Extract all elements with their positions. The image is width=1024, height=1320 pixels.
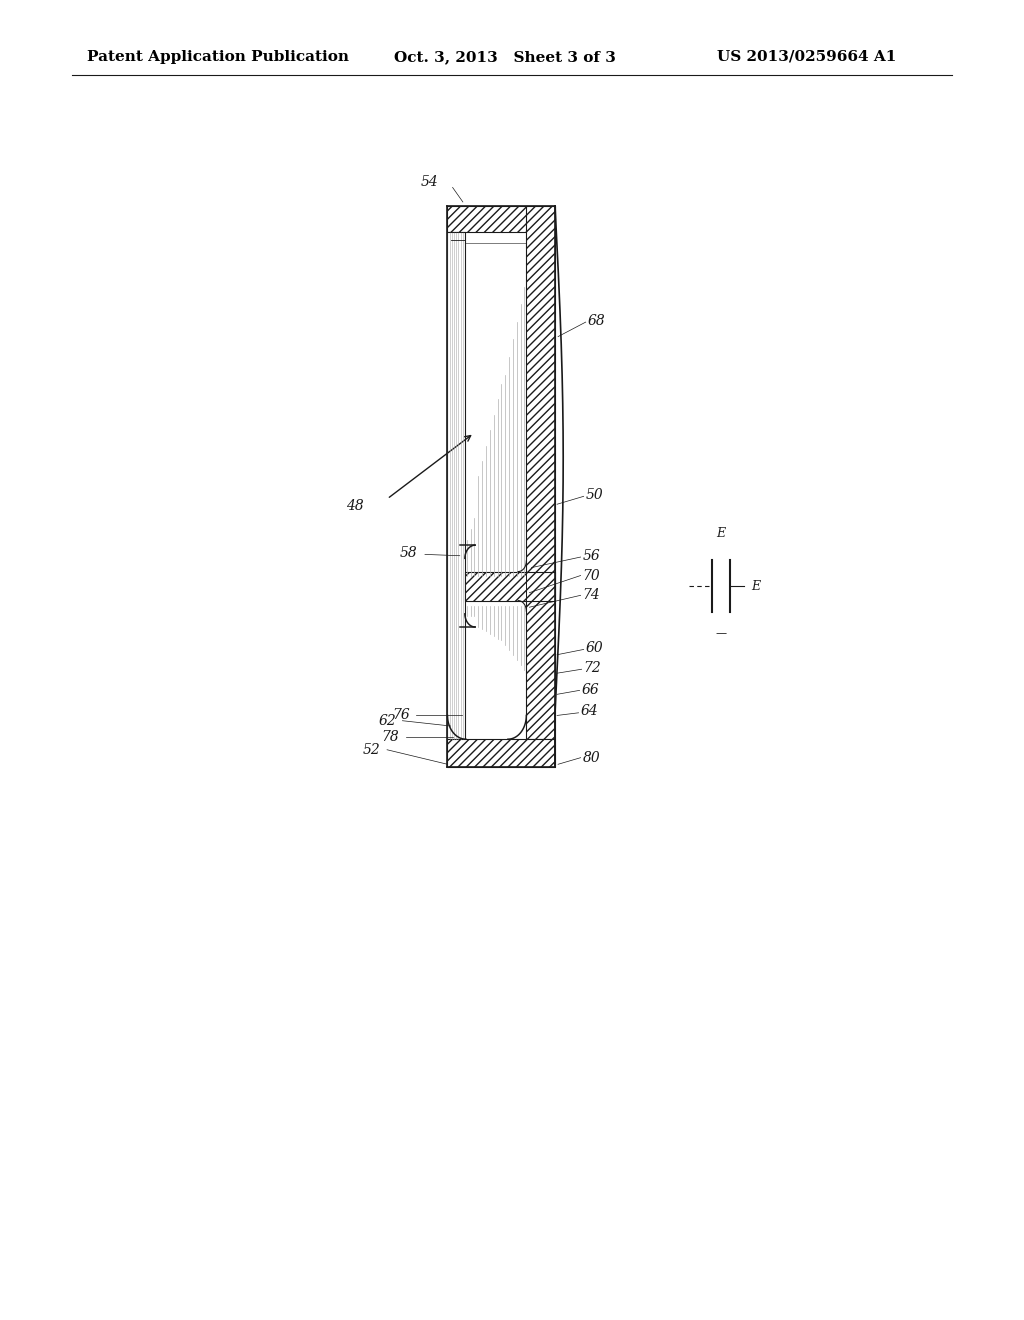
Text: 64: 64: [581, 705, 598, 718]
Text: 58: 58: [400, 546, 418, 560]
Text: 70: 70: [583, 569, 600, 582]
Text: —: —: [716, 628, 726, 639]
Text: E: E: [752, 579, 761, 593]
Text: 50: 50: [586, 488, 603, 502]
Text: E: E: [717, 527, 725, 540]
Text: 56: 56: [583, 549, 600, 562]
Text: 54: 54: [421, 176, 438, 189]
Text: 80: 80: [583, 751, 600, 764]
Text: 78: 78: [382, 730, 399, 743]
Bar: [447, 739, 555, 767]
Text: 76: 76: [392, 709, 410, 722]
Text: Oct. 3, 2013   Sheet 3 of 3: Oct. 3, 2013 Sheet 3 of 3: [394, 50, 616, 63]
Text: 68: 68: [588, 314, 605, 327]
Bar: [447, 206, 555, 232]
Text: Patent Application Publication: Patent Application Publication: [87, 50, 349, 63]
Text: 72: 72: [584, 661, 601, 675]
Text: 60: 60: [586, 642, 603, 655]
Text: US 2013/0259664 A1: US 2013/0259664 A1: [717, 50, 896, 63]
Bar: [526, 206, 555, 739]
Bar: [447, 232, 465, 739]
Bar: [465, 572, 555, 601]
Text: 48: 48: [346, 499, 364, 512]
Text: 52: 52: [364, 743, 381, 756]
Text: 74: 74: [583, 589, 600, 602]
Text: 62: 62: [379, 714, 396, 727]
Text: 66: 66: [582, 684, 599, 697]
